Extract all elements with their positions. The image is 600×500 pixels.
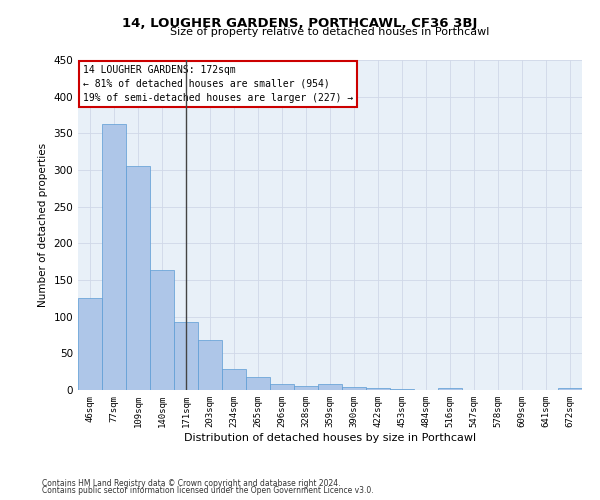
Bar [342, 387, 366, 390]
Bar [558, 388, 582, 390]
Bar [438, 388, 462, 390]
Text: 14 LOUGHER GARDENS: 172sqm
← 81% of detached houses are smaller (954)
19% of sem: 14 LOUGHER GARDENS: 172sqm ← 81% of deta… [83, 65, 353, 103]
Text: Contains public sector information licensed under the Open Government Licence v3: Contains public sector information licen… [42, 486, 374, 495]
Text: Contains HM Land Registry data © Crown copyright and database right 2024.: Contains HM Land Registry data © Crown c… [42, 478, 341, 488]
Bar [102, 124, 126, 390]
Bar [150, 270, 174, 390]
Title: Size of property relative to detached houses in Porthcawl: Size of property relative to detached ho… [170, 27, 490, 37]
Bar [318, 384, 342, 390]
Bar [78, 298, 102, 390]
Bar [270, 384, 294, 390]
Text: 14, LOUGHER GARDENS, PORTHCAWL, CF36 3BJ: 14, LOUGHER GARDENS, PORTHCAWL, CF36 3BJ [122, 18, 478, 30]
Bar [222, 370, 246, 390]
Bar [246, 377, 270, 390]
Bar [198, 340, 222, 390]
Bar [126, 166, 150, 390]
Y-axis label: Number of detached properties: Number of detached properties [38, 143, 48, 307]
Bar [174, 322, 198, 390]
Bar [294, 386, 318, 390]
X-axis label: Distribution of detached houses by size in Porthcawl: Distribution of detached houses by size … [184, 432, 476, 442]
Bar [366, 388, 390, 390]
